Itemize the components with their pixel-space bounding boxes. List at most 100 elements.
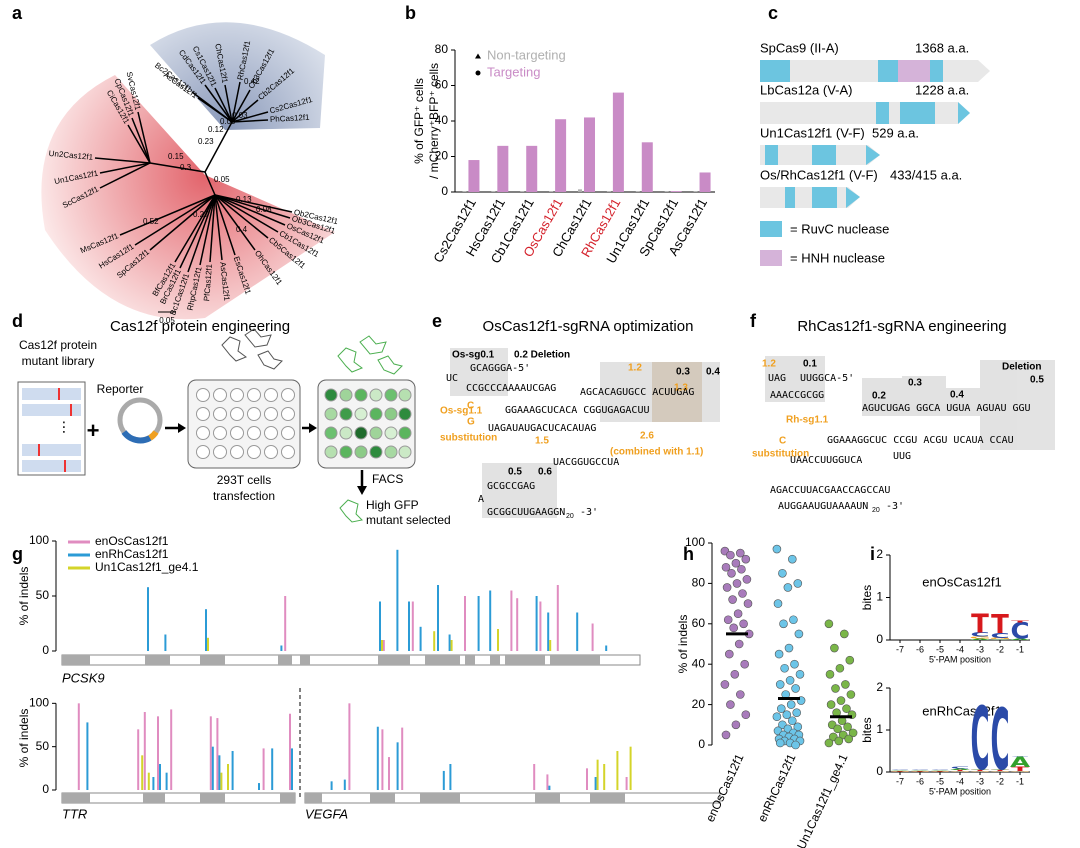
bar bbox=[533, 764, 536, 790]
logo-letter: G bbox=[989, 771, 1010, 772]
gene-label: TTR bbox=[62, 806, 87, 821]
rna-text: 0.6 bbox=[538, 467, 552, 478]
bar bbox=[348, 703, 351, 790]
dot bbox=[845, 655, 855, 665]
logo-letter: C bbox=[930, 769, 949, 770]
logo-letter: G bbox=[1009, 771, 1030, 772]
branch bbox=[94, 157, 151, 164]
logo-letter: A bbox=[910, 770, 931, 771]
panel-title: OsCas12f1-sgRNA optimization bbox=[483, 318, 694, 335]
domain-legend: = HNH nuclease bbox=[790, 250, 885, 265]
branch bbox=[214, 194, 223, 261]
rna-text: Deletion bbox=[1002, 362, 1041, 373]
bar bbox=[330, 781, 333, 790]
dot bbox=[741, 554, 751, 564]
branch bbox=[214, 194, 293, 213]
plasmid bbox=[117, 397, 163, 444]
x-tick-label: enOsCas12f1 bbox=[703, 751, 747, 824]
dot bbox=[735, 548, 745, 558]
x-axis-label: 5'-PAM position bbox=[929, 786, 991, 796]
leaf-label: Un2Cas12f1 bbox=[48, 149, 94, 162]
dot bbox=[790, 659, 799, 669]
bar bbox=[449, 764, 452, 790]
bar bbox=[520, 191, 525, 192]
bar bbox=[419, 626, 422, 651]
rna-text: UAGAUAUGACUCACAUAG bbox=[488, 423, 596, 434]
bar bbox=[448, 634, 451, 651]
branch bbox=[119, 194, 216, 236]
dot bbox=[721, 562, 731, 572]
bar bbox=[464, 596, 466, 651]
logo-letter: A bbox=[1010, 638, 1031, 640]
y-tick-label: 100 bbox=[29, 696, 49, 710]
dot bbox=[731, 720, 741, 730]
dot bbox=[824, 619, 834, 629]
region-shade bbox=[450, 348, 1055, 518]
dot bbox=[773, 599, 783, 608]
branch bbox=[231, 99, 259, 123]
bar bbox=[555, 119, 567, 192]
logo-letter: G bbox=[889, 771, 910, 772]
x-tick-label: -7 bbox=[896, 644, 904, 654]
y-tick-label: 1 bbox=[876, 722, 883, 736]
logo-letter: C bbox=[1010, 755, 1029, 756]
bar bbox=[526, 145, 538, 192]
dot bbox=[778, 568, 787, 578]
dot bbox=[775, 738, 785, 748]
bar bbox=[147, 772, 150, 790]
bar bbox=[220, 772, 223, 790]
logo-title: enOsCas12f1 bbox=[922, 574, 1002, 589]
bar bbox=[271, 748, 274, 790]
branch bbox=[209, 194, 216, 263]
y-tick-label: 50 bbox=[36, 739, 50, 753]
rna-text: AAACCGCGG bbox=[770, 390, 824, 401]
branch bbox=[231, 89, 251, 123]
panel-letter: d bbox=[12, 311, 23, 331]
dot bbox=[723, 615, 733, 625]
x-tick-label: -4 bbox=[956, 644, 964, 654]
rna-text: AGUCUGAG GGCA UGUA AGUAU GGU bbox=[862, 403, 1031, 414]
logo-letter: G bbox=[969, 771, 990, 772]
legend-label: enRhCas12f1 bbox=[95, 547, 169, 561]
dot bbox=[739, 619, 748, 629]
dot bbox=[721, 730, 731, 740]
y-tick-label: 60 bbox=[435, 78, 449, 92]
bar bbox=[216, 718, 219, 790]
rna-text: 0.5 bbox=[1030, 375, 1044, 386]
dot bbox=[844, 734, 854, 744]
logo-letter: T bbox=[891, 771, 909, 772]
bar bbox=[433, 631, 436, 651]
dot bbox=[724, 649, 734, 659]
rna-text: -3' bbox=[580, 507, 598, 518]
y-axis-label: bites bbox=[860, 585, 874, 610]
bar bbox=[258, 783, 260, 790]
dot bbox=[834, 736, 844, 746]
branch bbox=[214, 194, 286, 226]
rna-text: CCGCCCAAAAUCGAG bbox=[466, 383, 556, 394]
cell-icons bbox=[221, 328, 403, 523]
bar bbox=[159, 764, 161, 790]
bar bbox=[616, 751, 619, 790]
bar bbox=[510, 590, 513, 651]
dot bbox=[772, 544, 782, 554]
dot bbox=[780, 663, 789, 673]
dot bbox=[730, 669, 740, 679]
legend-marker bbox=[475, 53, 481, 59]
bar bbox=[548, 785, 551, 790]
leaf-label: PhCas12f1 bbox=[270, 113, 311, 124]
dot bbox=[743, 599, 753, 608]
clade-shade bbox=[41, 75, 335, 320]
plate bbox=[317, 379, 416, 469]
bar bbox=[497, 629, 499, 651]
rna-text: GCAGGGA-5' bbox=[470, 363, 530, 374]
x-axis-label: 5'-PAM position bbox=[929, 654, 991, 664]
logo-title: enRhCas12f1 bbox=[922, 703, 1002, 718]
branch bbox=[214, 87, 233, 123]
bar bbox=[462, 191, 467, 192]
rna-text: C bbox=[779, 436, 786, 447]
x-tick-label: -3 bbox=[976, 644, 984, 654]
dot bbox=[841, 680, 850, 689]
dot bbox=[787, 554, 797, 564]
dot bbox=[726, 700, 735, 709]
bar bbox=[450, 640, 453, 651]
